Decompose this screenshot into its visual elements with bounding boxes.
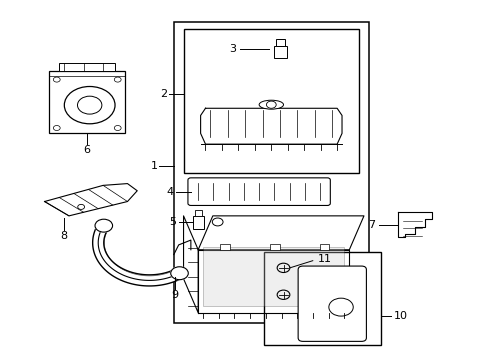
Bar xyxy=(273,45,287,58)
Polygon shape xyxy=(183,216,198,313)
Bar xyxy=(319,244,329,250)
Text: 2: 2 xyxy=(160,89,167,99)
Bar xyxy=(264,252,380,345)
Text: 1: 1 xyxy=(150,161,158,171)
Text: 6: 6 xyxy=(83,144,91,154)
Bar xyxy=(183,30,358,173)
Text: 10: 10 xyxy=(393,311,407,321)
Bar xyxy=(220,244,229,250)
Text: 4: 4 xyxy=(166,186,174,197)
Bar xyxy=(269,244,279,250)
Bar xyxy=(49,71,125,134)
Polygon shape xyxy=(44,184,137,216)
Text: 8: 8 xyxy=(61,231,67,240)
Text: 7: 7 xyxy=(367,220,374,230)
FancyBboxPatch shape xyxy=(298,266,366,341)
Polygon shape xyxy=(198,250,348,313)
Polygon shape xyxy=(397,212,431,237)
Text: 11: 11 xyxy=(317,254,331,264)
Text: 3: 3 xyxy=(228,44,235,54)
Bar xyxy=(195,211,202,216)
Circle shape xyxy=(170,267,188,280)
Bar xyxy=(59,63,115,71)
Bar xyxy=(203,247,344,306)
Bar xyxy=(193,216,203,229)
Bar xyxy=(276,39,285,45)
FancyBboxPatch shape xyxy=(187,178,330,206)
Circle shape xyxy=(95,219,112,232)
Ellipse shape xyxy=(259,100,283,109)
Text: 5: 5 xyxy=(169,217,176,227)
Polygon shape xyxy=(200,108,341,144)
Text: 9: 9 xyxy=(171,290,178,300)
Bar xyxy=(173,22,368,323)
Polygon shape xyxy=(198,216,363,250)
